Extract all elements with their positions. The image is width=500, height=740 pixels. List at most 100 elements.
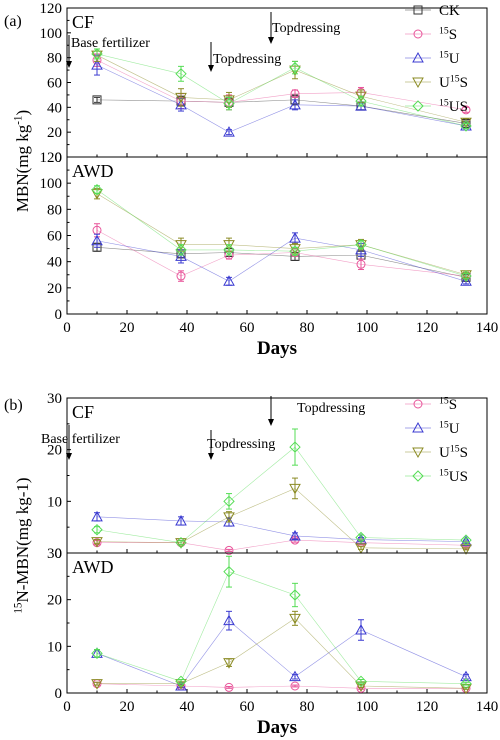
y-tick-label: 30 — [47, 546, 62, 562]
plot-frame — [66, 156, 488, 315]
legend-label: 15​US — [439, 97, 468, 115]
data-point — [460, 117, 472, 129]
series-line — [96, 53, 467, 127]
legend-marker — [413, 399, 423, 409]
data-point — [91, 647, 103, 660]
series-15u — [91, 510, 472, 547]
data-point — [289, 98, 301, 110]
annotation-label: Base fertilizer — [71, 36, 150, 51]
data-point — [289, 589, 301, 601]
data-point — [289, 441, 301, 453]
legend: 15​S 15​U U15​S 15​US — [405, 395, 468, 485]
y-tick-label: 0 — [55, 150, 63, 166]
series-line — [96, 99, 467, 124]
data-point — [223, 512, 235, 523]
data-point — [461, 105, 471, 115]
series-15us — [91, 555, 472, 690]
data-point — [91, 184, 103, 196]
data-point — [91, 234, 103, 246]
data-point — [290, 681, 300, 691]
x-tick-label: 140 — [476, 699, 499, 715]
legend-label: 15​US — [439, 467, 468, 485]
data-point — [460, 677, 472, 690]
y-tick-label: 60 — [47, 76, 62, 92]
legend-entry-u15s: U15​S — [405, 73, 468, 91]
series-15us — [91, 48, 472, 132]
y-tick-label: 20 — [47, 281, 62, 297]
data-point — [223, 658, 235, 669]
figure-label: (a) — [4, 13, 22, 30]
data-point — [223, 495, 235, 508]
series-line — [96, 246, 467, 278]
legend-marker — [412, 51, 424, 63]
x-tick-label: 100 — [356, 699, 379, 715]
legend: CK 15​S 15​U U15​S 15​US — [405, 3, 468, 115]
data-point — [91, 679, 103, 690]
y-tick-label: 60 — [47, 229, 62, 245]
y-tick-label: 0 — [55, 546, 63, 562]
data-point — [289, 245, 301, 257]
data-point — [460, 120, 472, 132]
data-point — [355, 95, 367, 107]
data-point — [175, 675, 187, 688]
data-point — [91, 59, 103, 70]
x-tick-label: 40 — [180, 320, 195, 336]
y-tick-label: 10 — [47, 494, 62, 510]
legend-entry-15us: 15​US — [405, 467, 468, 485]
y-tick-label: 20 — [47, 443, 62, 459]
panel-awd: 0 20 40 60 80 100 120 AWD — [40, 150, 488, 323]
legend-entry-15s: 15​S — [405, 395, 457, 413]
plot-frame — [66, 397, 488, 554]
x-axis-title: Days — [257, 717, 297, 738]
data-point — [224, 545, 234, 555]
x-tick-label: 40 — [180, 699, 195, 715]
annotation-arrowhead — [66, 453, 72, 460]
x-axis-title: Days — [257, 338, 297, 359]
legend-label: 15​U — [439, 419, 460, 437]
data-point — [175, 536, 187, 549]
legend-entry-ck: CK — [405, 3, 460, 19]
data-point — [289, 613, 301, 625]
series-line — [96, 620, 467, 687]
x-tick-label: 120 — [416, 699, 439, 715]
legend-label: CK — [439, 3, 460, 19]
data-point — [355, 543, 367, 554]
y-tick-label: 30 — [47, 391, 62, 407]
legend-marker — [412, 447, 424, 459]
legend-marker — [413, 5, 423, 15]
series-15s — [92, 53, 471, 115]
data-point — [290, 89, 300, 99]
x-tick-label: 0 — [63, 699, 71, 715]
y-tick-label: 100 — [40, 26, 63, 42]
data-point — [460, 275, 472, 286]
data-point — [355, 238, 367, 251]
legend-entry-u15s: U15​S — [405, 443, 468, 461]
series-15s — [92, 679, 471, 693]
x-tick-label: 140 — [476, 320, 499, 336]
data-point — [175, 244, 187, 256]
y-tick-label: 120 — [40, 150, 63, 166]
series-line — [96, 189, 467, 277]
data-point — [91, 510, 103, 522]
data-point — [356, 259, 366, 269]
x-tick-label: 20 — [120, 699, 135, 715]
data-point — [460, 670, 472, 682]
y-tick-label: 20 — [47, 593, 62, 609]
data-point — [224, 682, 234, 692]
annotation-label: Topdressing — [207, 437, 275, 452]
x-tick-label: 60 — [240, 320, 255, 336]
y-tick-label: 20 — [47, 125, 62, 141]
series-line — [96, 516, 467, 542]
y-axis-title: 15​N-MBN(mg kg-1) — [13, 477, 32, 613]
series-line — [96, 64, 467, 133]
legend-entry-15u: 15​U — [405, 419, 460, 437]
legend-label: 15​S — [439, 395, 457, 413]
annotation-arrowhead — [208, 65, 214, 72]
series-15u — [91, 232, 472, 286]
series-ck — [92, 94, 471, 128]
x-tick-label: 20 — [120, 320, 135, 336]
y-tick-label: 10 — [47, 639, 62, 655]
legend-label: 15​S — [439, 25, 457, 43]
data-point — [289, 232, 301, 243]
